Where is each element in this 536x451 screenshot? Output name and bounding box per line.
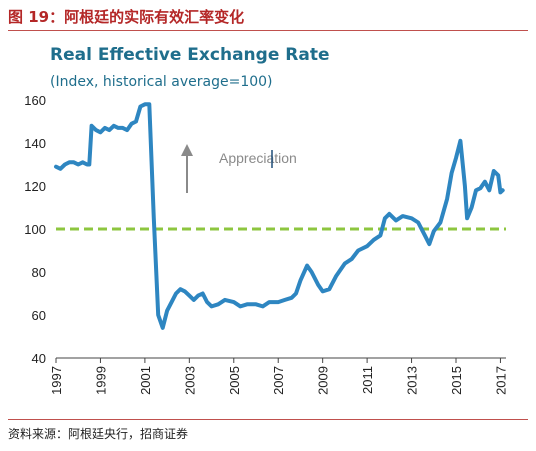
y-tick-label: 80 bbox=[32, 265, 46, 280]
figure-title: 图 19：阿根廷的实际有效汇率变化 bbox=[8, 8, 245, 26]
y-tick-label: 140 bbox=[24, 136, 46, 151]
y-tick-label: 40 bbox=[32, 351, 46, 366]
y-tick-label: 100 bbox=[24, 222, 46, 237]
annotation-text: Appreciation bbox=[219, 150, 297, 166]
x-tick-label: 2011 bbox=[360, 366, 375, 394]
x-tick-label: 2015 bbox=[449, 366, 464, 395]
series-line bbox=[54, 102, 505, 330]
y-axis-ticks: 40 60 80 100 120 140 160 bbox=[24, 93, 46, 366]
x-tick-label: 2013 bbox=[405, 366, 420, 395]
x-tick-label: 2009 bbox=[316, 366, 331, 395]
x-tick-label: 2001 bbox=[138, 366, 153, 395]
chart-subtitle: (Index, historical average=100) bbox=[50, 74, 273, 90]
exchange-rate-chart: Real Effective Exchange Rate (Index, his… bbox=[24, 45, 508, 395]
x-tick-label: 2017 bbox=[493, 366, 508, 395]
chart-title: Real Effective Exchange Rate bbox=[50, 45, 329, 65]
x-axis: 1997 1999 2001 2003 2005 2007 2009 2011 2013 2015… bbox=[49, 357, 508, 395]
y-tick-label: 120 bbox=[24, 179, 46, 194]
x-tick-label: 1997 bbox=[49, 366, 64, 395]
x-tick-label: 1999 bbox=[93, 366, 108, 395]
top-rule bbox=[8, 30, 528, 31]
y-tick-label: 60 bbox=[32, 308, 46, 323]
x-tick-label: 2007 bbox=[271, 366, 286, 395]
source-note: 资料来源：阿根廷央行，招商证券 bbox=[8, 427, 189, 441]
y-tick-label: 160 bbox=[24, 93, 46, 108]
x-tick-label: 2003 bbox=[182, 366, 197, 395]
x-tick-label: 2005 bbox=[227, 366, 242, 395]
bottom-rule bbox=[8, 419, 528, 420]
appreciation-annotation: Appreciation bbox=[181, 144, 297, 193]
arrow-head-icon bbox=[181, 144, 193, 156]
